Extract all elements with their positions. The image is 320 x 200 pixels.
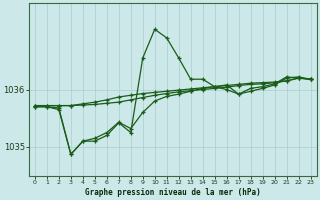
X-axis label: Graphe pression niveau de la mer (hPa): Graphe pression niveau de la mer (hPa) xyxy=(85,188,260,197)
